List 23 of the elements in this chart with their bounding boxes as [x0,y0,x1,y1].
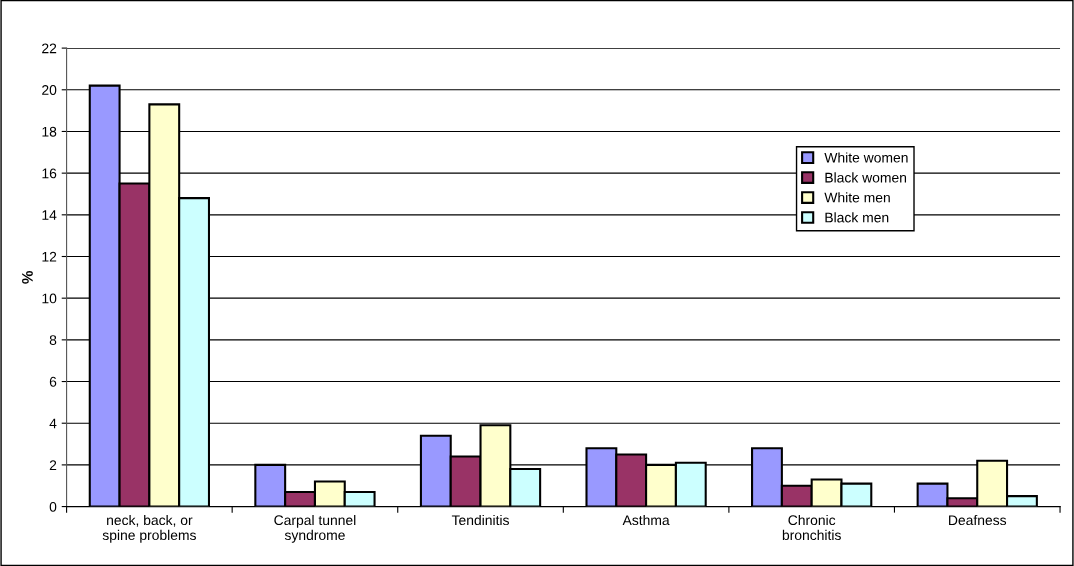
y-tick-label: 18 [42,126,57,137]
y-tick-label: 10 [42,293,57,304]
legend-label: Black men [825,212,889,223]
x-tick-label: Carpal tunnel syndrome [274,514,356,543]
y-tick-label: 20 [42,85,57,95]
y-tick-label: 16 [42,168,57,179]
x-tick-label: Asthma [622,514,670,526]
y-tick-label: 12 [42,251,57,262]
y-tick-label: 8 [49,335,57,346]
legend-label: White men [824,192,890,203]
x-tick-label: Tendinitis [451,514,509,526]
y-axis-title: % [22,270,33,284]
x-tick-label: neck, back, or spine problems [102,514,196,543]
y-tick-label: 4 [49,418,57,429]
y-tick-label: 2 [49,460,57,470]
legend-label: White women [824,152,908,163]
y-tick-label: 22 [42,43,57,54]
legend-label: Black women [825,172,907,183]
y-tick-label: 14 [42,210,57,220]
x-tick-label: Deafness [949,514,1007,526]
y-tick-label: 6 [49,376,57,387]
x-tick-label: Chronic bronchitis [782,514,841,541]
y-tick-label: 0 [49,501,57,512]
